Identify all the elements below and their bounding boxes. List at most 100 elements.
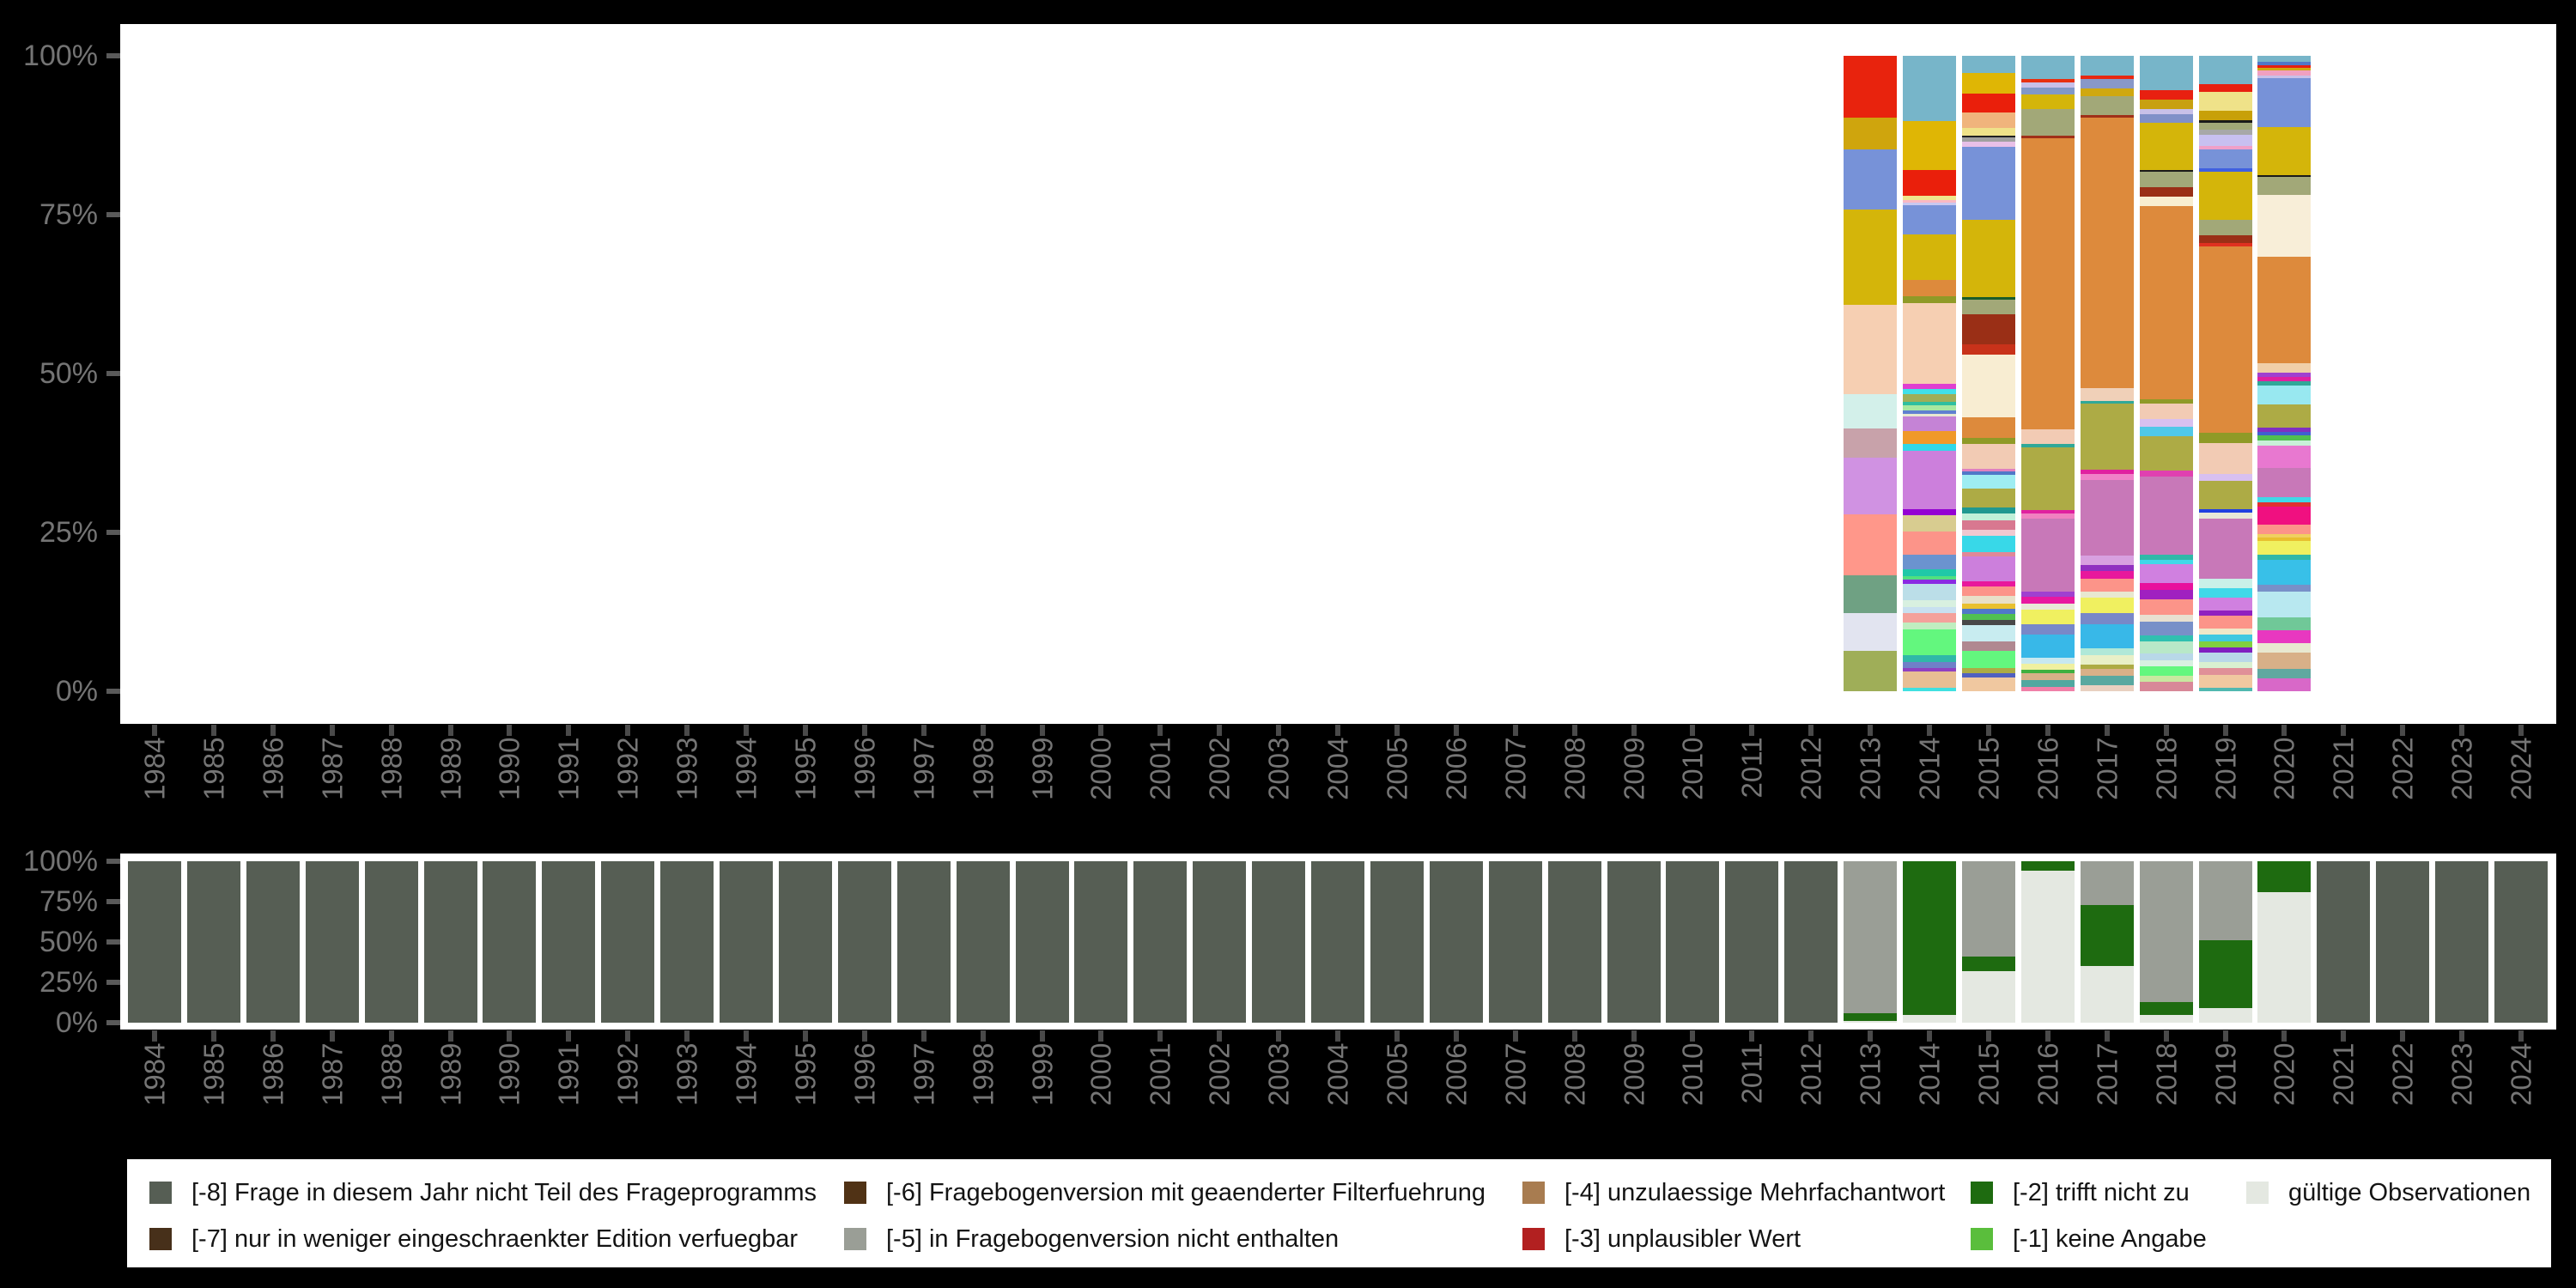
top-x-axis-tick [684, 725, 690, 736]
top-x-axis-tick [2518, 725, 2524, 736]
bottom-x-axis-label-1990: 1990 [493, 1042, 526, 1106]
top-chart-bar-segment [1903, 450, 1956, 509]
top-chart-bar-segment [1903, 579, 1956, 584]
top-chart-bar-segment [2020, 78, 2075, 82]
top-y-axis-tick [106, 53, 120, 58]
bottom-chart-bar-2004 [1311, 861, 1364, 1023]
top-chart-bar-segment [2257, 642, 2312, 653]
top-chart-bar-segment [1903, 569, 1956, 576]
top-x-axis-tick [1217, 725, 1223, 736]
top-y-axis-label: 75% [39, 198, 98, 231]
bottom-chart-bar-2008 [1547, 861, 1601, 1023]
bottom-chart-bar-1991 [542, 861, 596, 1023]
top-x-axis-label-1999: 1999 [1026, 737, 1058, 800]
top-chart-bar-segment [1903, 410, 1956, 414]
top-chart-bar-segment [2139, 477, 2193, 555]
top-chart-bar-segment [2198, 145, 2252, 150]
top-chart-bar-segment [2257, 525, 2312, 535]
top-chart-bar-segment [1844, 117, 1898, 149]
top-chart-bar-segment [2020, 657, 2075, 665]
bottom-x-axis-tick [625, 1030, 631, 1042]
top-chart-bar-segment [2139, 99, 2193, 109]
top-chart-bar-segment [1903, 302, 1956, 385]
top-chart-bar-segment [2139, 404, 2193, 420]
top-chart-bar-segment [2198, 149, 2252, 169]
bottom-chart-bar-1987 [305, 861, 359, 1023]
top-chart-bar-segment [1961, 141, 2015, 148]
bottom-chart-bar-1997 [896, 861, 951, 1023]
top-chart-bar-segment [2198, 647, 2252, 653]
top-x-axis-label-2017: 2017 [2091, 737, 2123, 800]
bottom-y-axis-label: 75% [39, 885, 98, 918]
bottom-x-axis-tick [2281, 1030, 2287, 1042]
bottom-x-axis-tick [2400, 1030, 2406, 1042]
bottom-chart-bar-2020 [2257, 861, 2312, 1023]
top-x-axis-tick [270, 725, 276, 736]
bottom-x-axis-label-1989: 1989 [434, 1042, 466, 1106]
top-chart-bar-segment [1961, 519, 2015, 530]
top-x-axis-tick [1749, 725, 1755, 736]
top-chart-bar-segment [2198, 442, 2252, 475]
top-y-axis-tick [106, 689, 120, 694]
bottom-x-axis-tick [1690, 1030, 1696, 1042]
legend-swatch--8 [149, 1182, 172, 1204]
bottom-x-axis-label-2023: 2023 [2445, 1042, 2478, 1106]
top-chart-bar-segment [1961, 596, 2015, 605]
top-chart-bar-segment [2080, 578, 2134, 592]
bottom-chart-bar-segment [2435, 861, 2489, 1023]
top-x-axis-tick [1453, 725, 1459, 736]
top-x-axis-label-1987: 1987 [316, 737, 349, 800]
top-chart-bar-segment [1844, 651, 1898, 691]
top-x-axis-label-1990: 1990 [493, 737, 526, 800]
top-chart-bar-segment [2080, 624, 2134, 649]
top-chart-bar-segment [1903, 584, 1956, 600]
top-x-axis-label-1994: 1994 [730, 737, 762, 800]
top-chart-bar-segment [1961, 536, 2015, 552]
top-chart-bar-segment [2139, 435, 2193, 471]
top-chart-bar-segment [2198, 628, 2252, 635]
bottom-chart-bar-segment [483, 861, 537, 1023]
bottom-chart-bar-2018 [2139, 861, 2193, 1024]
top-chart-bar-segment [2198, 687, 2252, 692]
top-chart-bar-segment [2139, 563, 2193, 583]
top-chart-bar-segment [2020, 610, 2075, 625]
bottom-chart-bar-segment [1844, 1012, 1898, 1022]
bottom-x-axis-label-2000: 2000 [1084, 1042, 1117, 1106]
top-chart-bar-segment [2198, 652, 2252, 663]
top-x-axis-label-2023: 2023 [2445, 737, 2478, 800]
bottom-x-axis-label-2017: 2017 [2091, 1042, 2123, 1106]
top-chart-bar-segment [2020, 591, 2075, 597]
top-chart-bar-segment [1844, 612, 1898, 652]
bottom-chart-bar-segment [896, 861, 951, 1023]
top-x-axis-tick [1276, 725, 1282, 736]
bottom-x-axis-tick [920, 1030, 927, 1042]
top-chart-bar-segment [1961, 56, 2015, 73]
bottom-chart-bar-segment [1844, 1021, 1898, 1023]
bottom-chart-bar-1996 [837, 861, 891, 1023]
top-chart-bar-segment [2257, 64, 2312, 68]
top-chart-bar-segment [2080, 591, 2134, 598]
top-chart-bar-segment [1961, 529, 2015, 537]
top-chart-bar-segment [2198, 674, 2252, 688]
bottom-x-axis-label-2006: 2006 [1440, 1042, 1473, 1106]
top-x-axis-tick [1335, 725, 1340, 736]
top-chart-bar-segment [1903, 613, 1956, 623]
top-chart-bar-segment [1961, 468, 2015, 472]
top-chart-bar-segment [2198, 579, 2252, 589]
top-chart-bar-segment [2139, 665, 2193, 676]
top-chart-bar-segment [2257, 381, 2312, 386]
top-chart-bar-segment [2080, 479, 2134, 556]
bottom-x-axis-tick [1394, 1030, 1400, 1042]
bottom-y-axis-label: 50% [39, 926, 98, 958]
legend-label--2: [-2] trifft nicht zu [2013, 1179, 2190, 1206]
top-x-axis-label-2001: 2001 [1144, 737, 1176, 800]
top-x-axis-tick [2222, 725, 2228, 736]
bottom-x-axis-tick [1571, 1030, 1577, 1042]
top-chart-bar-segment [2198, 433, 2252, 443]
bottom-chart-bar-segment [1784, 861, 1838, 1023]
top-x-axis-tick [329, 725, 335, 736]
top-chart-bar-segment [2198, 598, 2252, 611]
top-chart-bar-segment [2198, 480, 2252, 510]
top-x-axis-tick [1985, 725, 1991, 736]
bottom-chart-bar-segment [956, 861, 1010, 1023]
